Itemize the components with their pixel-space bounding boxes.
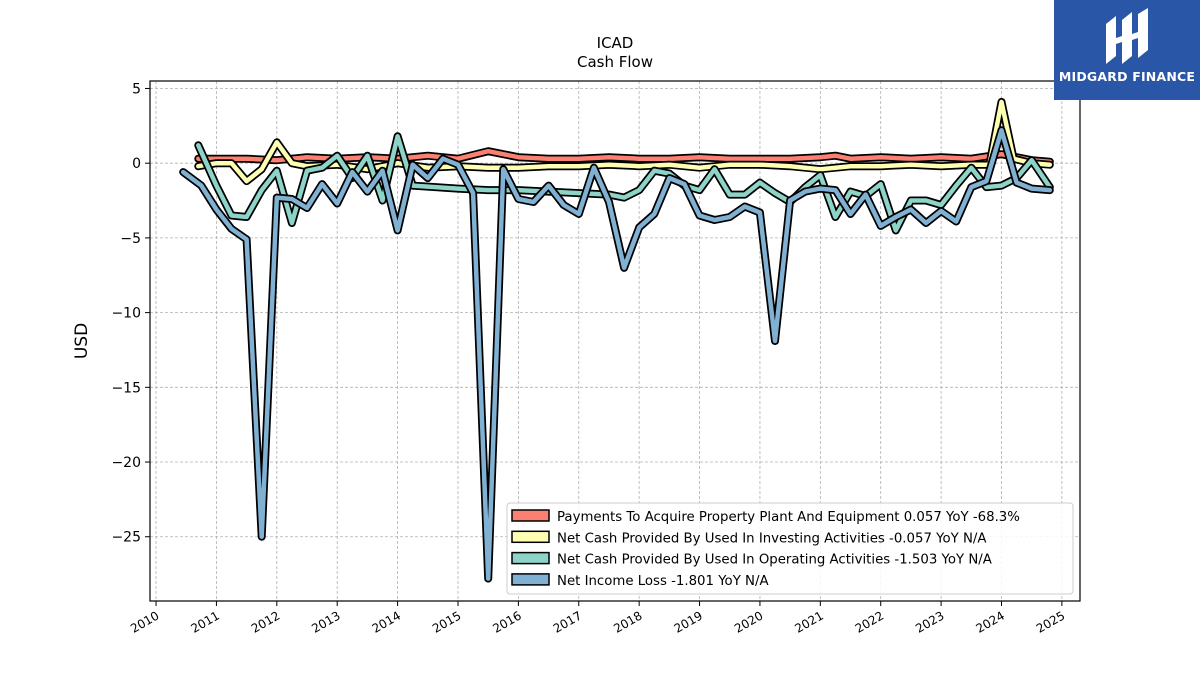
y-tick-label: −10: [111, 306, 141, 322]
x-tick-label: 2023: [913, 608, 946, 635]
chart-subtitle: Cash Flow: [577, 53, 653, 71]
chart-title: ICAD: [597, 34, 634, 52]
plot-frame: [149, 80, 1081, 602]
y-axis-label: USD: [72, 323, 92, 359]
x-tick-label: 2013: [309, 608, 342, 635]
x-tick-label: 2012: [249, 608, 282, 635]
y-tick-label: −15: [111, 380, 141, 396]
series-line: [180, 128, 1053, 581]
brand-name: MIDGARD FINANCE: [1058, 69, 1196, 84]
x-tick-label: 2020: [732, 608, 765, 635]
legend-label: Payments To Acquire Property Plant And E…: [557, 510, 1020, 525]
y-tick-label: 5: [132, 81, 141, 97]
x-tick-label: 2022: [853, 608, 886, 635]
midgard-finance-logo: MIDGARD FINANCE: [1054, 0, 1200, 100]
midgard-logo-icon: [1106, 8, 1148, 64]
x-tick-label: 2024: [974, 608, 1007, 635]
y-tick-label: −25: [111, 530, 141, 546]
x-tick-label: 2014: [370, 608, 403, 635]
legend-swatch: [511, 530, 550, 544]
legend-swatch: [511, 573, 550, 586]
x-tick-label: 2025: [1034, 608, 1067, 635]
y-tick-label: −20: [111, 455, 141, 471]
legend-label: Net Cash Provided By Used In Investing A…: [557, 531, 987, 546]
x-tick-label: 2011: [188, 608, 221, 635]
x-tick-label: 2016: [490, 608, 523, 635]
legend-swatch: [511, 551, 550, 565]
series-lines: [179, 97, 1054, 583]
legend-box: [506, 502, 1074, 595]
x-tick-label: 2015: [430, 608, 463, 635]
y-tick-label: −5: [120, 231, 141, 247]
x-tick-label: 2019: [672, 608, 705, 635]
legend-label: Net Income Loss -1.801 YoY N/A: [557, 574, 769, 589]
x-tick-label: 2010: [128, 608, 161, 635]
series-line: [196, 99, 1053, 184]
x-tick-label: 2021: [792, 608, 825, 635]
x-tick-label: 2017: [551, 608, 584, 635]
legend: Payments To Acquire Property Plant And E…: [506, 502, 1074, 595]
legend-swatch: [511, 509, 550, 522]
legend-label: Net Cash Provided By Used In Operating A…: [557, 553, 992, 568]
y-tick-label: 0: [132, 156, 141, 172]
x-tick-label: 2018: [611, 608, 644, 635]
